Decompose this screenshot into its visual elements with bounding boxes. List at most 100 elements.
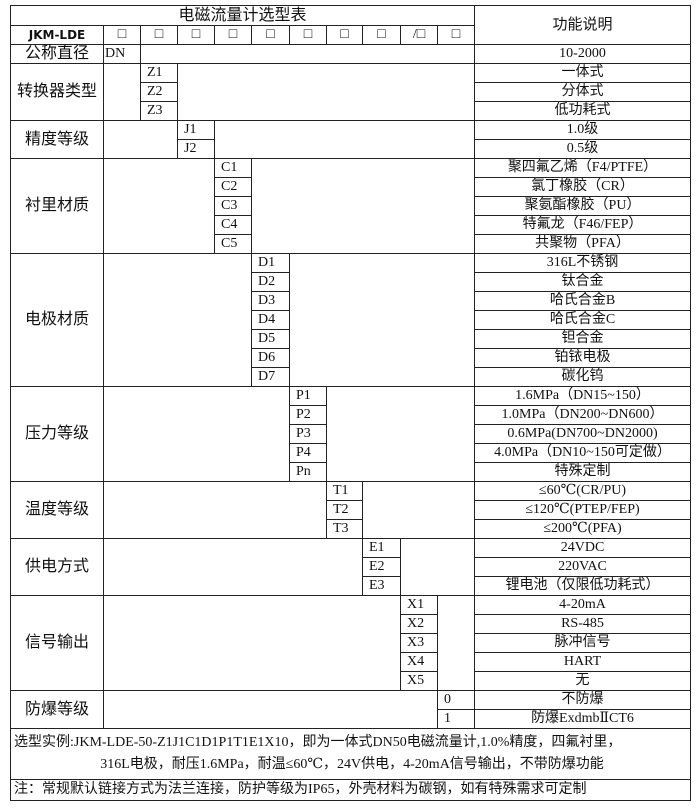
option-description: 0.5级 [474, 139, 691, 159]
option-description: 钛合金 [474, 272, 691, 292]
option-code: P2 [289, 405, 327, 425]
option-code: C2 [214, 177, 252, 197]
table-row: J2 0.5级 [11, 139, 691, 159]
blank-cell [400, 538, 475, 596]
option-description: 特殊定制 [474, 462, 691, 482]
option-description: 低功耗式 [474, 101, 691, 121]
group-label: 压力等级 [10, 386, 104, 482]
option-code: D5 [251, 329, 290, 349]
code-box-3: □ [177, 25, 215, 45]
table-row: X5 无 [11, 671, 691, 691]
table-row: 温度等级 T1 ≤60℃(CR/PU) [10, 481, 691, 539]
option-description: 锂电池（仅限低功耗式） [474, 576, 691, 596]
note-text: 注：常规默认链接方式为法兰连接，防护等级为IP65，外壳材料为碳钢，如有特殊需求… [10, 779, 691, 801]
option-description: 1.6MPa（DN15~150） [474, 386, 691, 406]
selection-example: 选型实例:JKM-LDE-50-Z1J1C1D1P1T1E1X10，即为一体式D… [10, 728, 691, 780]
group-label: 供电方式 [10, 538, 104, 596]
option-code: D7 [251, 367, 290, 387]
table-row: D5 钽合金 [11, 329, 691, 349]
option-code: T1 [326, 481, 363, 501]
option-code: P3 [289, 424, 327, 444]
option-description: 哈氏合金B [474, 291, 691, 311]
table-row: 转换器类型 Z1 一体式 [10, 63, 691, 121]
blank-cell [437, 595, 475, 691]
group-label: 信号输出 [10, 595, 104, 691]
option-description: 防爆ExdmbⅡCT6 [474, 709, 691, 729]
table-row: D7 碳化钨 [11, 367, 691, 387]
blank-cell [326, 386, 475, 482]
option-description: 聚氨酯橡胶（PU） [474, 196, 691, 216]
table-row: 供电方式 E1 24VDC [10, 538, 691, 596]
option-description: 220VAC [474, 557, 691, 577]
option-code: C3 [214, 196, 252, 216]
option-description: 24VDC [474, 538, 691, 558]
code-box-2: □ [140, 25, 178, 45]
option-code: D2 [251, 272, 290, 292]
option-code: 0 [437, 690, 475, 710]
option-code: D6 [251, 348, 290, 368]
option-description: 1.0MPa（DN200~DN600） [474, 405, 691, 425]
table-row: C4 特氟龙（F46/FEP） [11, 215, 691, 235]
option-description: 氯丁橡胶（CR） [474, 177, 691, 197]
option-description: 4.0MPa（DN10~150可定做） [474, 443, 691, 463]
blank-cell [289, 253, 475, 387]
group-label: 温度等级 [10, 481, 104, 539]
option-code: X2 [400, 614, 438, 634]
blank-cell [103, 63, 141, 121]
group-label: 转换器类型 [10, 63, 104, 121]
note-row: 注：常规默认链接方式为法兰连接，防护等级为IP65，外壳材料为碳钢，如有特殊需求… [10, 779, 691, 801]
blank-cell [251, 158, 475, 254]
option-code: D4 [251, 310, 290, 330]
option-description: ≤200℃(PFA) [474, 519, 691, 539]
option-description: 无 [474, 671, 691, 691]
option-code: E3 [362, 576, 401, 596]
blank-cell [103, 595, 401, 691]
blank-cell [103, 253, 252, 387]
option-description: 一体式 [474, 63, 691, 83]
group-label: 防爆等级 [10, 690, 104, 729]
table-row: D4 哈氏合金C [11, 310, 691, 330]
group-label: 公称直径 [10, 44, 104, 64]
table-row: 防爆等级 0 不防爆 [10, 690, 691, 729]
option-code: C1 [214, 158, 252, 178]
option-code: P4 [289, 443, 327, 463]
code-box-5: □ [251, 25, 290, 45]
code-box-9: /□ [400, 25, 438, 45]
option-description: 脉冲信号 [474, 633, 691, 653]
code-box-10: □ [437, 25, 475, 45]
option-code: J2 [177, 139, 215, 159]
option-description: 铂铱电极 [474, 348, 691, 368]
option-code: D3 [251, 291, 290, 311]
option-code: Pn [289, 462, 327, 482]
example-line-2: 316L电极，耐压1.6MPa，耐温≤60℃，24V供电，4-20mA信号输出，… [100, 757, 604, 772]
table-row: C5 共聚物（PFA） [11, 234, 691, 254]
option-description: 分体式 [474, 82, 691, 102]
option-code: 1 [437, 709, 475, 729]
table-row: Pn 特殊定制 [11, 462, 691, 482]
option-code: C5 [214, 234, 252, 254]
option-description: 不防爆 [474, 690, 691, 710]
option-description: RS-485 [474, 614, 691, 634]
option-code: E1 [362, 538, 401, 558]
group-label: 衬里材质 [10, 158, 104, 254]
option-code: J1 [177, 120, 215, 140]
model-prefix: JKM-LDE [10, 25, 104, 45]
table-row: D6 铂铱电极 [11, 348, 691, 368]
option-description: ≤60℃(CR/PU) [474, 481, 691, 501]
table-row: E3 锂电池（仅限低功耗式） [11, 576, 691, 596]
blank-cell [362, 481, 475, 539]
selection-table: 电磁流量计选型表 功能说明 JKM-LDE □ □ □ □ □ □ □ □/□ □ 公称直径 DN… [10, 5, 691, 801]
table-row: T3 ≤200℃(PFA) [11, 519, 691, 539]
table-row: P4 4.0MPa（DN10~150可定做） [11, 443, 691, 463]
option-description: 特氟龙（F46/FEP） [474, 215, 691, 235]
blank-cell [103, 481, 327, 539]
code-box-6: □ [289, 25, 327, 45]
group-label: 精度等级 [10, 120, 104, 159]
blank-cell [103, 120, 178, 159]
option-code: Z2 [140, 82, 178, 102]
table-row: 精度等级 J1 1.0级 [10, 120, 691, 159]
option-code: X3 [400, 633, 438, 653]
table-row: D2 钛合金 [11, 272, 691, 292]
option-description: 碳化钨 [474, 367, 691, 387]
table-row: 电极材质 D1 316L不锈钢 [10, 253, 691, 387]
